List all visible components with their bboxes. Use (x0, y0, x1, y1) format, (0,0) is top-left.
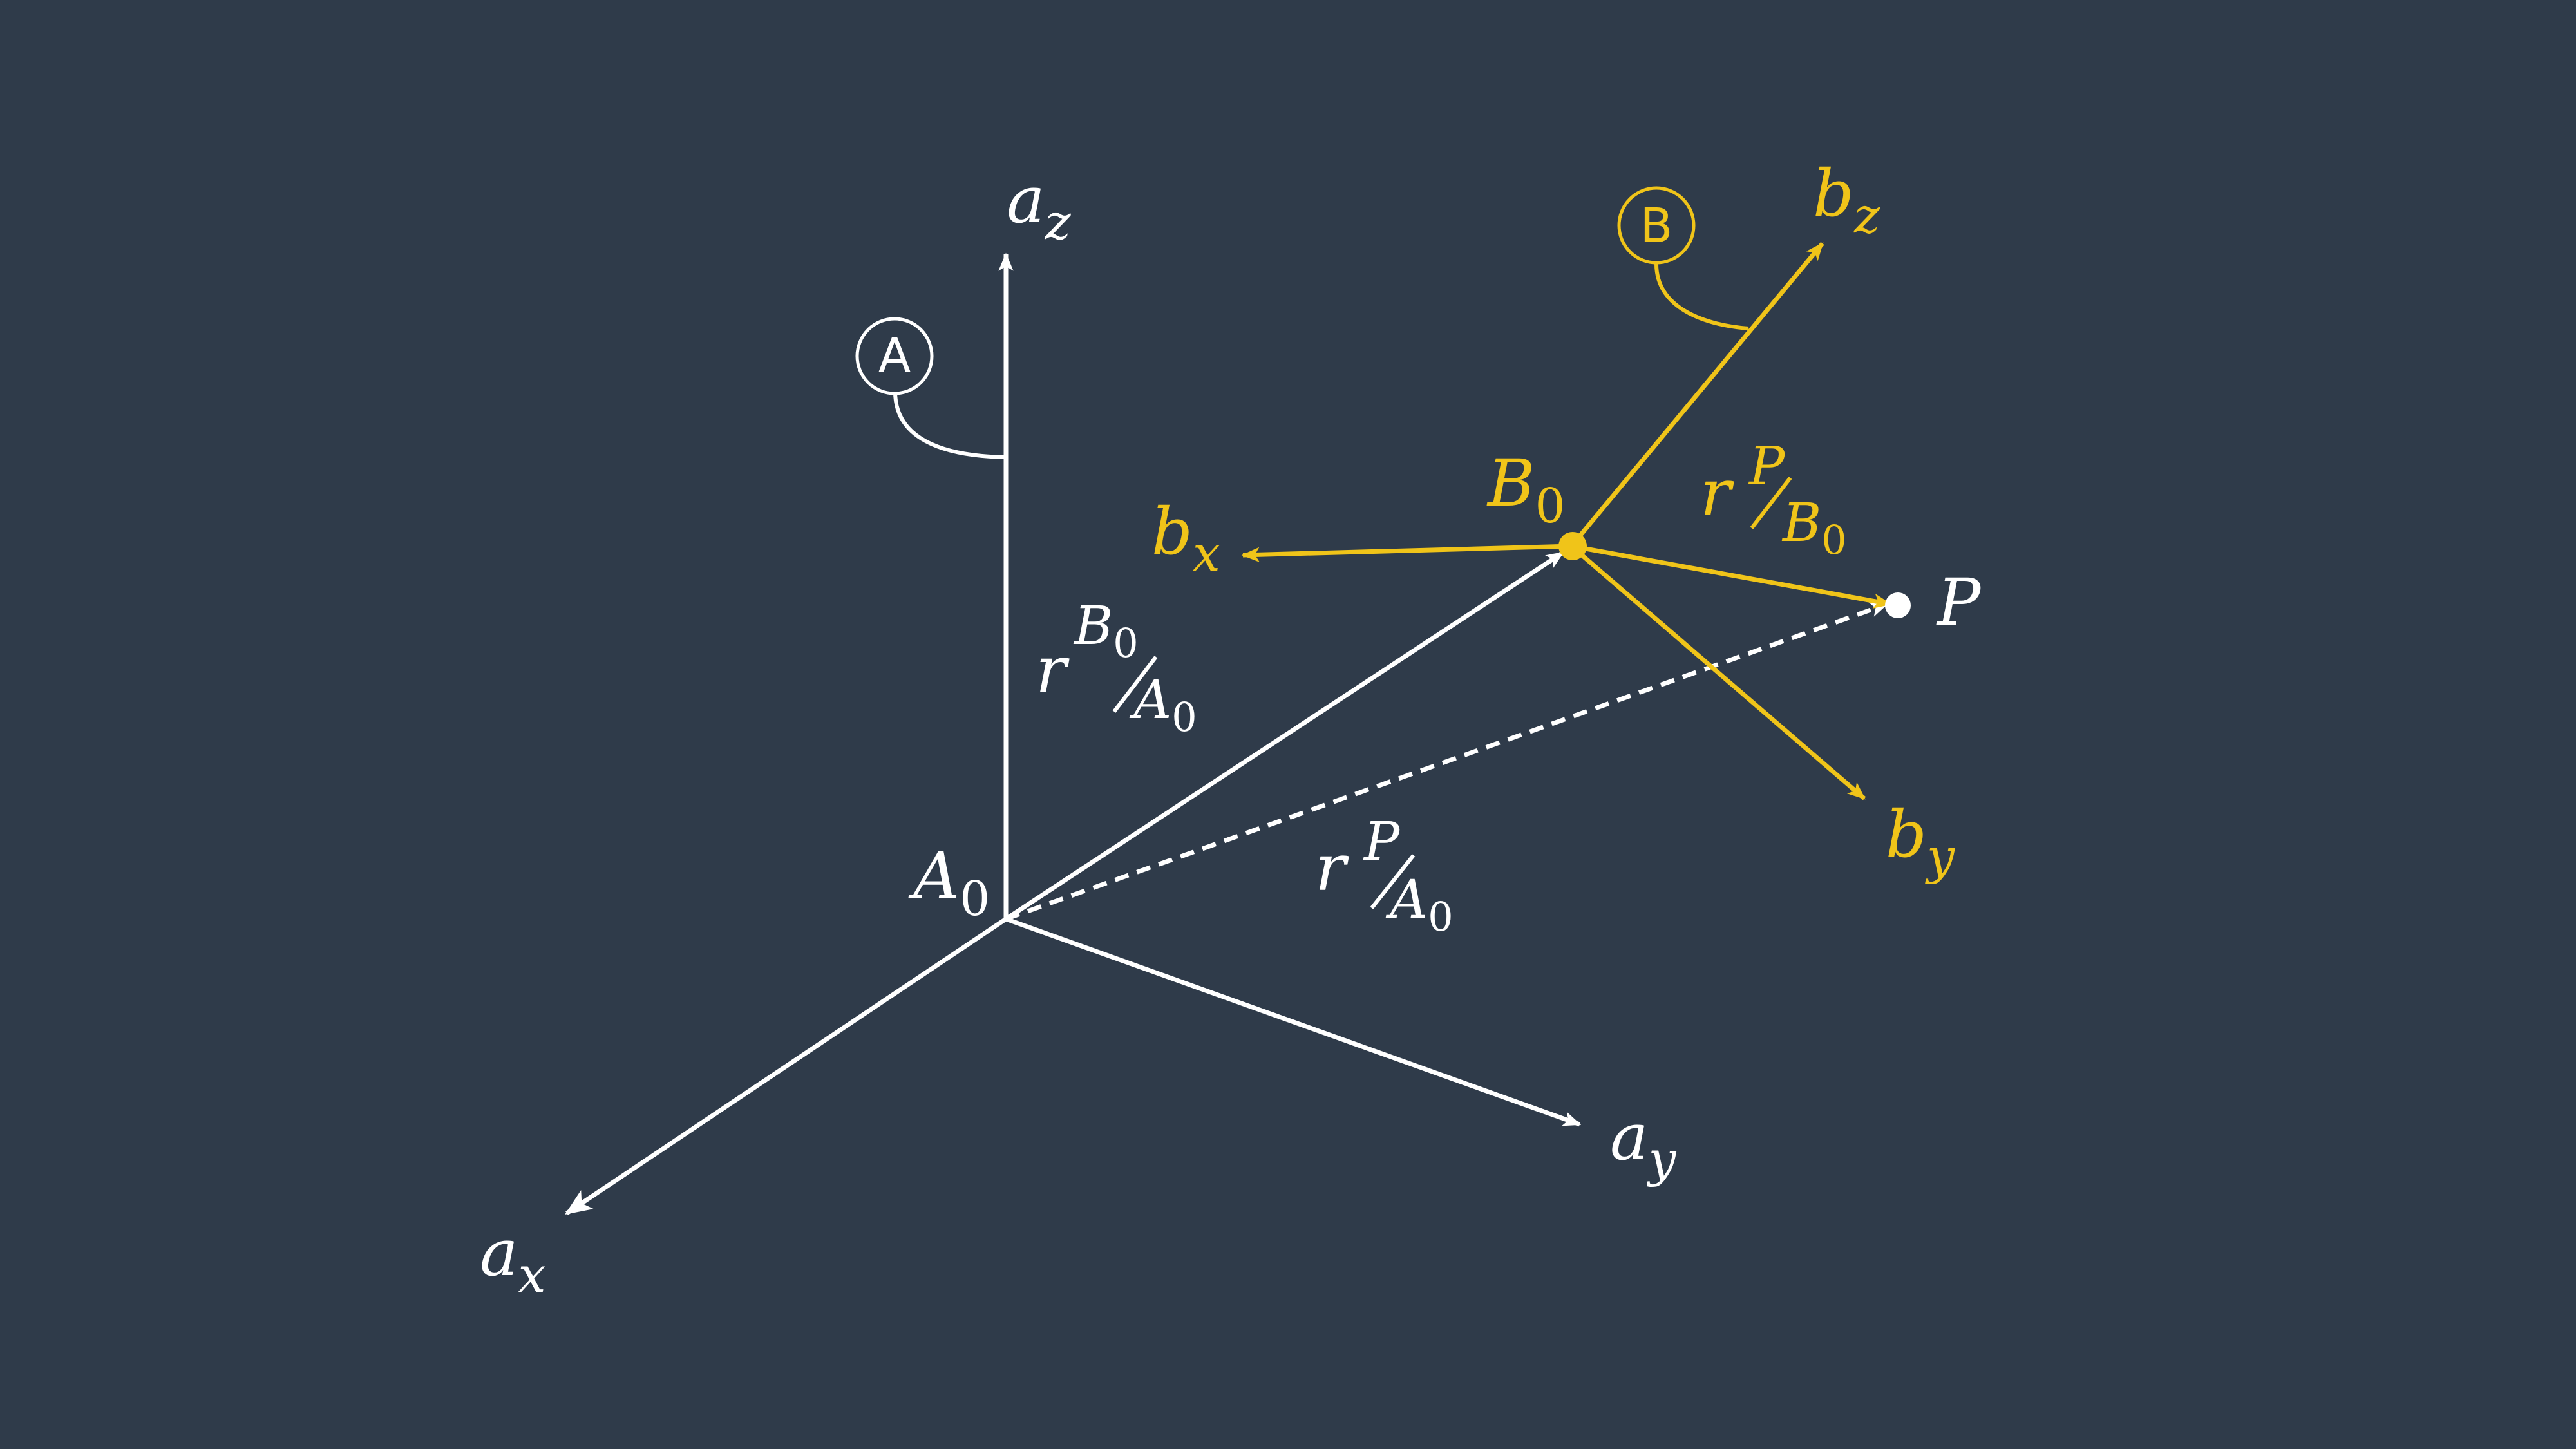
svg-text:B0: B0 (1073, 596, 1139, 667)
frame-b-badge: B (1617, 186, 1749, 330)
a-x-label: ax (480, 1215, 546, 1303)
a0-label: A0 (908, 838, 990, 927)
b0-point (1558, 532, 1587, 560)
b-z-label: bz (1813, 156, 1880, 244)
a-y-label: ay (1610, 1099, 1677, 1188)
r-p-b0-vector (1571, 544, 1892, 609)
frame-a-axes (565, 252, 1889, 1215)
svg-text:A0: A0 (1385, 869, 1454, 940)
svg-text:r: r (1315, 830, 1349, 905)
frame-b-axes (1241, 242, 1892, 800)
svg-text:r: r (1700, 455, 1734, 531)
r-p-a0-vector (1005, 601, 1889, 922)
svg-text:A0: A0 (1129, 670, 1197, 741)
r-b0-a0-label: r B0 A0 (1036, 596, 1197, 741)
a-x-axis (565, 917, 1007, 1215)
b-z-axis (1569, 242, 1824, 548)
svg-text:P: P (1748, 436, 1786, 497)
b-x-label: bx (1151, 494, 1220, 582)
b-y-label: by (1886, 797, 1955, 885)
p-label: P (1936, 565, 1982, 640)
r-p-a0-label: r P A0 (1315, 811, 1454, 940)
r-p-b0-label: r P B0 (1700, 436, 1847, 564)
p-point (1885, 592, 1911, 618)
a-y-axis (1005, 916, 1582, 1127)
r-b0-a0-vector (1005, 551, 1564, 921)
b-y-axis (1569, 544, 1866, 800)
frame-a-badge: A (855, 317, 1007, 459)
frame-b-badge-label: B (1640, 198, 1673, 254)
frame-a-badge-label: A (878, 328, 911, 384)
svg-text:B0: B0 (1781, 493, 1847, 564)
b-x-axis (1241, 544, 1572, 562)
b0-label: B0 (1486, 446, 1566, 534)
svg-text:r: r (1036, 632, 1070, 708)
svg-text:P: P (1363, 811, 1401, 873)
a-z-label: az (1007, 162, 1072, 251)
